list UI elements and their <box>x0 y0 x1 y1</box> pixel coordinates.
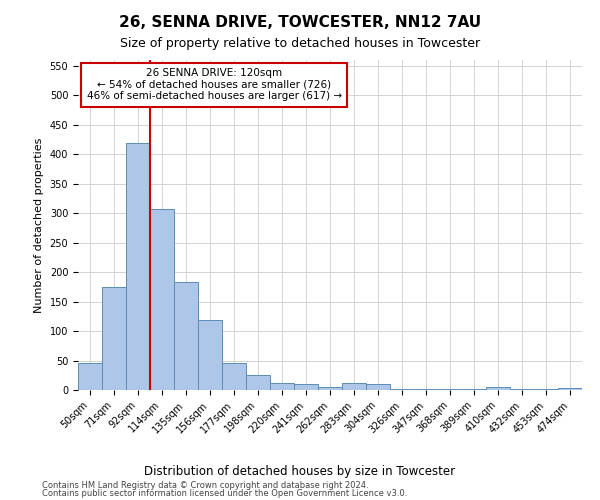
Y-axis label: Number of detached properties: Number of detached properties <box>34 138 44 312</box>
Text: Contains public sector information licensed under the Open Government Licence v3: Contains public sector information licen… <box>42 489 407 498</box>
Bar <box>534 389 558 390</box>
Bar <box>438 389 462 390</box>
Bar <box>462 389 486 390</box>
Bar <box>174 282 198 390</box>
Text: 26 SENNA DRIVE: 120sqm
← 54% of detached houses are smaller (726)
46% of semi-de: 26 SENNA DRIVE: 120sqm ← 54% of detached… <box>86 68 341 102</box>
Bar <box>414 389 438 390</box>
Bar <box>150 209 174 390</box>
Text: Contains HM Land Registry data © Crown copyright and database right 2024.: Contains HM Land Registry data © Crown c… <box>42 480 368 490</box>
Bar <box>198 320 222 390</box>
Bar <box>510 389 534 390</box>
Bar <box>318 387 342 390</box>
Bar <box>558 388 582 390</box>
Text: Size of property relative to detached houses in Towcester: Size of property relative to detached ho… <box>120 38 480 51</box>
Bar <box>342 383 366 390</box>
Bar <box>78 363 102 390</box>
Text: Distribution of detached houses by size in Towcester: Distribution of detached houses by size … <box>145 465 455 478</box>
Bar <box>246 374 270 390</box>
Bar <box>390 389 414 390</box>
Bar <box>102 287 126 390</box>
Bar <box>270 383 294 390</box>
Bar <box>126 142 150 390</box>
Text: 26, SENNA DRIVE, TOWCESTER, NN12 7AU: 26, SENNA DRIVE, TOWCESTER, NN12 7AU <box>119 15 481 30</box>
Bar <box>366 384 390 390</box>
Bar <box>486 387 510 390</box>
Bar <box>294 384 318 390</box>
Bar <box>222 363 246 390</box>
